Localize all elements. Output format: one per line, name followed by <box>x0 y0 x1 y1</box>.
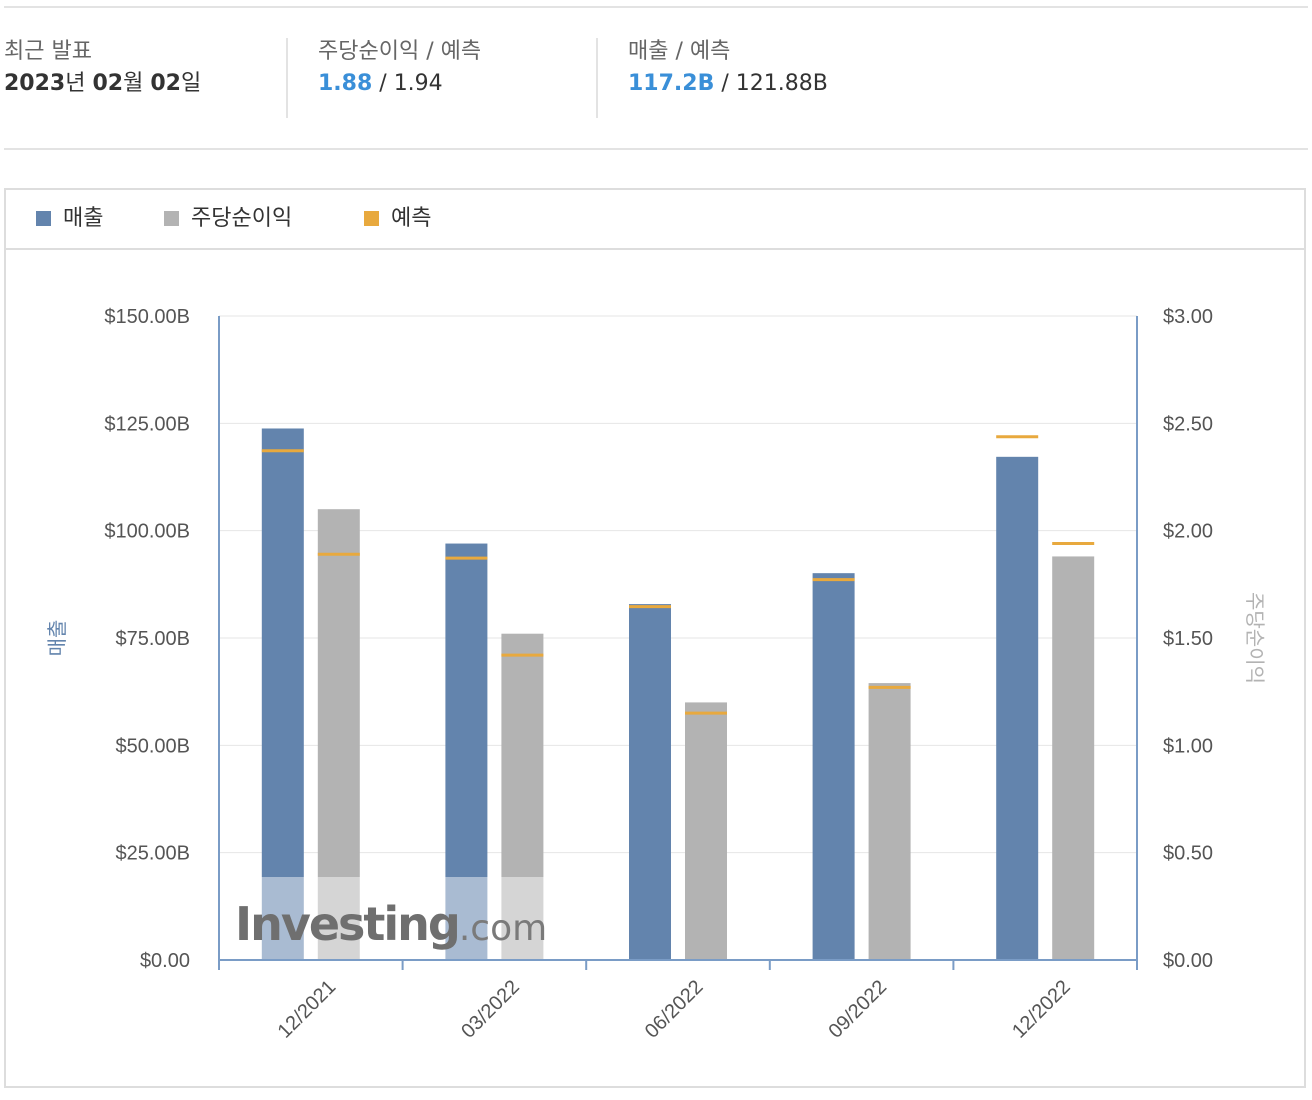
x-tick-label: 06/2022 <box>641 976 708 1043</box>
y-right-tick-label: $2.50 <box>1163 413 1213 435</box>
chart-legend: 매출 주당순이익 예측 <box>6 190 1304 250</box>
earnings-summary: 최근 발표 2023년 02월 02일 주당순이익 / 예측 1.88 / 1.… <box>0 38 1312 120</box>
y-left-tick-label: $150.00B <box>104 306 190 328</box>
y-left-tick-label: $125.00B <box>104 413 190 435</box>
latest-release-date: 2023년 02월 02일 <box>4 71 202 96</box>
revenue-forecast: 121.88B <box>735 71 828 96</box>
y-left-tick-label: $0.00 <box>140 950 190 972</box>
revenue-summary-value: 117.2B / 121.88B <box>628 71 828 96</box>
y-left-tick-label: $50.00B <box>115 735 190 757</box>
earnings-bar-chart: $0.00 $25.00B $50.00B $75.00B $100.00B $125.0… <box>45 306 1267 1043</box>
investing-watermark: Investing.com <box>235 897 547 951</box>
y-right-tick-label: $2.00 <box>1163 521 1213 543</box>
legend-item-forecast[interactable]: 예측 <box>364 204 431 234</box>
summary-divider <box>4 148 1308 150</box>
latest-release: 최근 발표 2023년 02월 02일 <box>4 38 201 120</box>
y-left-axis-title: 매출 <box>45 620 69 657</box>
revenue-bar <box>812 573 855 960</box>
eps-actual: 1.88 <box>318 71 373 96</box>
eps-summary: 주당순이익 / 예측 1.88 / 1.94 <box>318 38 481 120</box>
x-tick-label: 03/2022 <box>457 976 524 1043</box>
y-right-tick-label: $1.00 <box>1163 735 1213 757</box>
y-right-tick-label: $0.00 <box>1163 950 1213 972</box>
summary-separator <box>596 38 598 118</box>
revenue-summary: 매출 / 예측 117.2B / 121.88B <box>628 38 828 120</box>
y-left-tick-label: $25.00B <box>115 843 190 865</box>
eps-bar <box>317 509 360 960</box>
eps-bar <box>685 702 727 960</box>
revenue-bar <box>445 543 488 960</box>
legend-swatch-eps <box>164 211 179 226</box>
y-left-tick-label: $75.00B <box>115 628 190 650</box>
legend-swatch-forecast <box>364 211 379 226</box>
eps-forecast: 1.94 <box>393 71 443 96</box>
eps-summary-value: 1.88 / 1.94 <box>318 71 443 96</box>
latest-release-label: 최근 발표 <box>4 39 92 64</box>
x-tick-label: 12/2021 <box>274 976 341 1043</box>
legend-item-eps[interactable]: 주당순이익 <box>164 204 292 234</box>
revenue-summary-label: 매출 / 예측 <box>628 39 731 64</box>
y-left-tick-label: $100.00B <box>104 521 190 543</box>
revenue-bar <box>996 456 1039 960</box>
x-tick-label: 09/2022 <box>824 976 891 1043</box>
y-right-tick-label: $1.50 <box>1163 628 1213 650</box>
y-right-tick-label: $3.00 <box>1163 306 1213 328</box>
eps-bar <box>501 633 544 960</box>
revenue-bar <box>261 428 304 960</box>
earnings-chart-panel: 매출 주당순이익 예측 $0.00 $25.00B $50.00B $75.00B $1… <box>4 188 1306 1088</box>
eps-bar <box>1052 556 1095 960</box>
summary-separator <box>286 38 288 118</box>
watermark-band <box>219 877 544 960</box>
revenue-bar <box>629 604 671 960</box>
eps-bar <box>868 683 911 960</box>
legend-item-revenue[interactable]: 매출 <box>36 204 103 234</box>
legend-swatch-revenue <box>36 211 51 226</box>
revenue-actual: 117.2B <box>628 71 715 96</box>
y-right-axis-title: 주당순이익 <box>1243 592 1267 684</box>
top-divider <box>4 6 1308 8</box>
y-right-tick-label: $0.50 <box>1163 843 1213 865</box>
eps-summary-label: 주당순이익 / 예측 <box>318 39 482 64</box>
x-tick-label: 12/2022 <box>1008 976 1075 1043</box>
